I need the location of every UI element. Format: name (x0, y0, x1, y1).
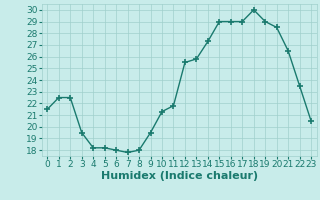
X-axis label: Humidex (Indice chaleur): Humidex (Indice chaleur) (100, 171, 258, 181)
